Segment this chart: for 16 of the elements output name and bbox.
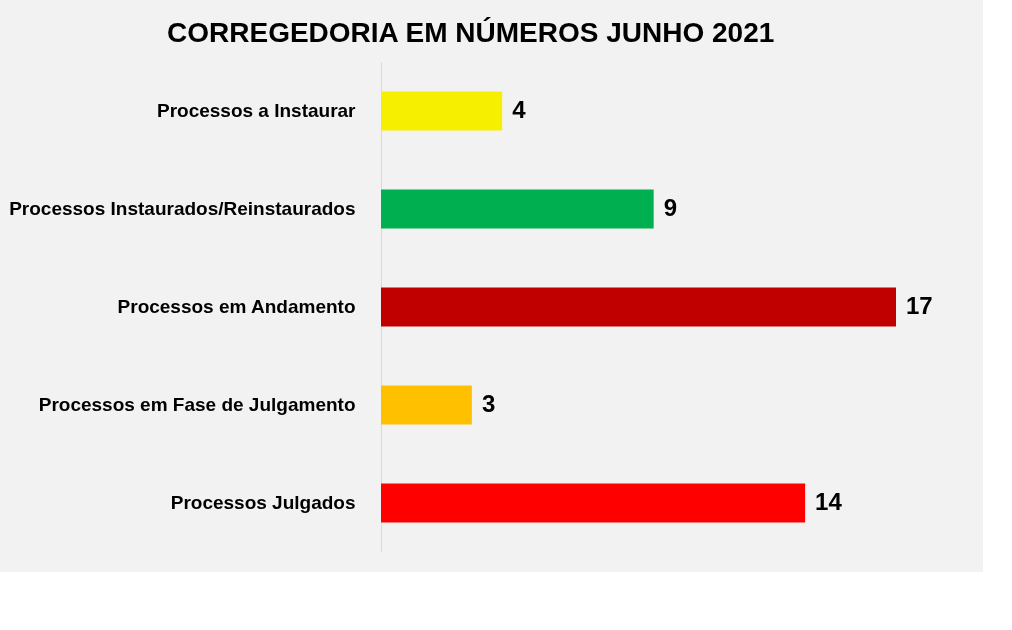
- bar: [381, 189, 654, 229]
- y-tick-label: Processos a Instaurar: [156, 100, 357, 121]
- data-label: 17: [906, 292, 933, 319]
- data-label: 4: [512, 96, 527, 123]
- data-label: 14: [815, 488, 843, 515]
- y-tick-label: Processos Instaurados/Reinstaurados: [9, 198, 356, 219]
- data-label: 3: [481, 390, 496, 417]
- bar: [381, 287, 896, 327]
- y-tick-label: Processos em Andamento: [117, 296, 356, 317]
- chart-title: CORREGEDORIA EM NÚMEROS JUNHO 2021: [167, 17, 775, 48]
- y-tick-label: Processos em Fase de Julgamento: [38, 394, 356, 415]
- bar: [381, 91, 503, 131]
- data-label: 9: [663, 194, 678, 221]
- bar: [381, 385, 472, 425]
- bar: [381, 483, 806, 523]
- y-tick-label: Processos Julgados: [170, 492, 356, 513]
